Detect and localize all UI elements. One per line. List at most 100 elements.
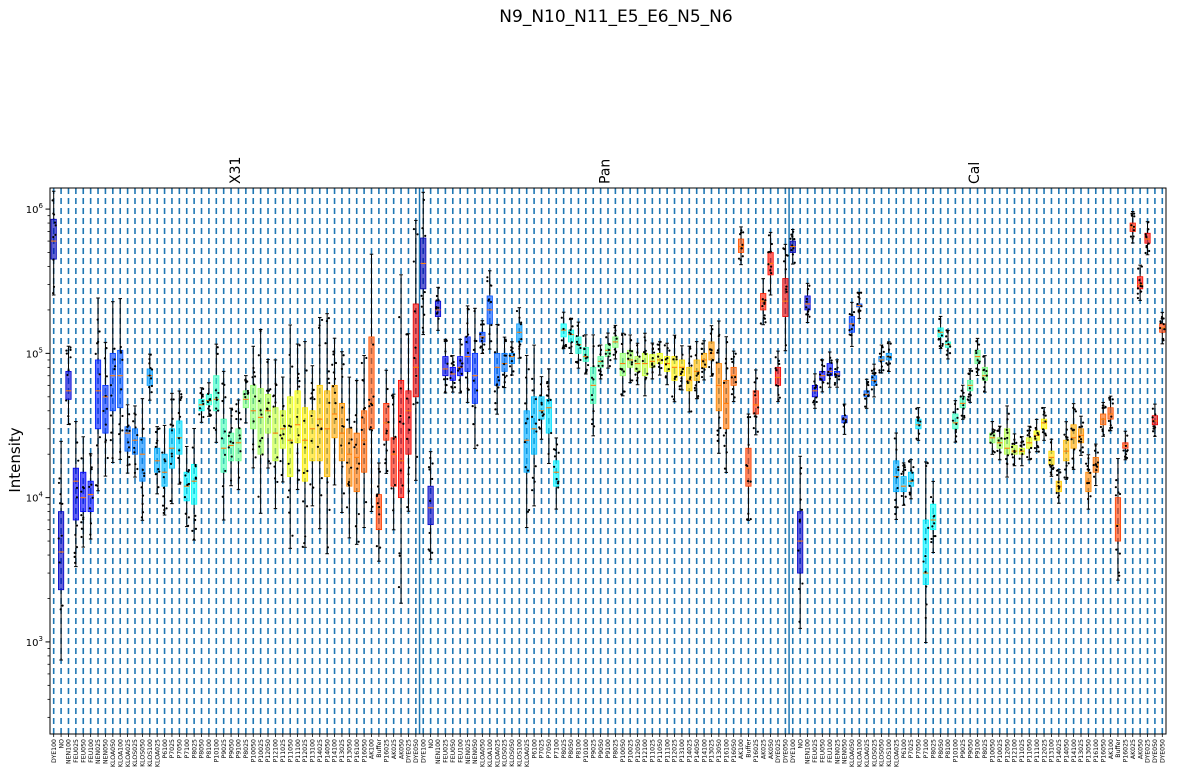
box-body: [471, 352, 479, 404]
box-body: [457, 356, 464, 377]
data-point: [746, 416, 750, 419]
data-point: [531, 476, 534, 479]
data-point: [769, 250, 772, 253]
x-tick-label: DYE100: [420, 739, 427, 763]
data-point: [104, 439, 108, 442]
data-point: [1111, 398, 1114, 401]
data-point: [184, 474, 187, 477]
data-point: [428, 549, 431, 552]
data-point: [303, 419, 306, 422]
data-point: [420, 294, 423, 297]
data-point: [1026, 455, 1029, 459]
data-point: [534, 465, 537, 468]
box-body: [538, 396, 545, 420]
data-point: [930, 540, 933, 544]
data-point: [880, 365, 883, 368]
data-point: [297, 434, 300, 437]
data-point: [1044, 434, 1048, 437]
box-body: [301, 407, 309, 482]
data-point: [216, 346, 219, 349]
data-point: [303, 541, 306, 545]
box-p13025: [1077, 415, 1085, 456]
x-tick-label: P11025: [280, 739, 287, 762]
data-point: [919, 420, 922, 423]
x-tick-label: P13050: [347, 739, 354, 762]
data-point: [1065, 464, 1068, 467]
data-point: [133, 451, 136, 454]
data-point: [734, 376, 737, 379]
data-point: [695, 374, 698, 377]
data-point: [590, 422, 594, 426]
data-point: [221, 382, 224, 385]
data-point: [605, 336, 608, 339]
data-point: [298, 344, 301, 347]
data-point: [711, 328, 714, 331]
data-point: [985, 374, 988, 377]
data-point: [493, 390, 496, 393]
data-point: [134, 463, 137, 466]
data-point: [356, 467, 359, 470]
data-point: [967, 395, 970, 398]
data-point: [984, 380, 987, 384]
data-point: [208, 405, 211, 408]
box-p6100: [530, 344, 538, 507]
data-point: [155, 441, 158, 445]
data-point: [345, 506, 349, 509]
box-body: [619, 352, 626, 377]
box-body: [257, 388, 264, 455]
data-point: [805, 313, 808, 316]
data-point: [601, 364, 604, 367]
box-kloa050: [848, 301, 856, 347]
box-p10050: [250, 345, 257, 469]
data-point: [895, 476, 899, 479]
data-point: [427, 466, 431, 469]
chart-title: N9_N10_N11_E5_E6_N5_N6: [499, 7, 732, 27]
data-point: [156, 439, 159, 442]
data-point: [119, 345, 122, 349]
data-point: [947, 343, 950, 346]
data-point: [89, 522, 93, 525]
x-tick-label: DYE025: [775, 739, 782, 763]
data-point: [599, 348, 603, 352]
data-point: [230, 426, 233, 430]
data-point: [814, 384, 818, 387]
data-point: [1099, 425, 1103, 429]
box-body: [1063, 439, 1070, 462]
data-point: [967, 393, 971, 396]
x-tick-label: P6100: [162, 739, 169, 759]
data-point: [111, 457, 114, 460]
data-point: [58, 502, 62, 505]
data-point: [945, 353, 948, 356]
data-point: [664, 358, 667, 361]
data-point: [929, 495, 933, 499]
data-point: [613, 348, 616, 351]
data-point: [782, 260, 786, 263]
x-tick-label: P13050: [716, 739, 723, 762]
data-point: [306, 469, 309, 473]
x-tick-label: P9025: [221, 739, 228, 759]
x-tick-label: P13025: [339, 739, 346, 762]
data-point: [471, 404, 474, 408]
data-point: [169, 462, 173, 466]
x-tick-label: P13100: [310, 739, 317, 762]
data-point: [722, 381, 726, 384]
data-point: [354, 414, 357, 417]
data-point: [1124, 444, 1128, 448]
data-point: [52, 213, 56, 216]
data-point: [1109, 424, 1112, 427]
data-point: [245, 381, 248, 384]
data-point: [976, 359, 979, 362]
data-point: [372, 395, 375, 398]
data-point: [1108, 398, 1111, 401]
box-kloa025: [523, 354, 531, 529]
data-point: [302, 500, 305, 503]
data-point: [774, 367, 777, 370]
data-point: [574, 360, 578, 364]
data-point: [244, 395, 247, 399]
data-point: [584, 371, 587, 374]
data-point: [730, 357, 733, 361]
box-body: [154, 447, 161, 473]
plot-frame: [49, 187, 1167, 735]
data-point: [531, 377, 534, 381]
data-point: [690, 364, 693, 367]
